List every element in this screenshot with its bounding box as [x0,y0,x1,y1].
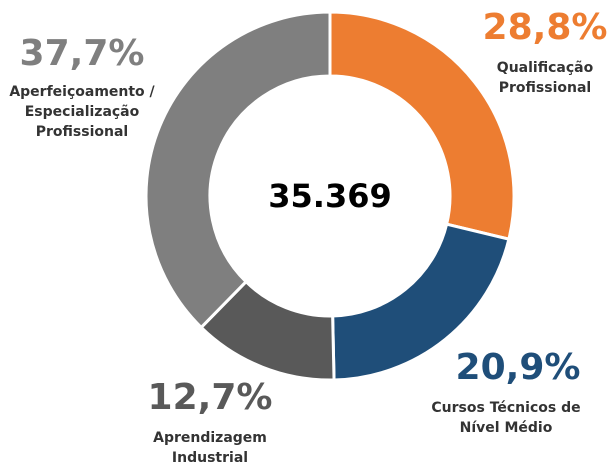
category-label: Aperfeiçoamento / Especialização Profiss… [9,84,155,140]
category-label: Aprendizagem Industrial [153,430,267,466]
value-label: 20,9% [455,347,581,388]
donut-slice [328,10,516,242]
center-label: 35.369 [268,177,392,215]
value-label: 37,7% [19,33,145,74]
value-label: 28,8% [482,7,608,48]
donut-slice [144,10,332,330]
category-label: Cursos Técnicos de Nível Médio [431,400,581,436]
value-label: 12,7% [147,377,273,418]
category-label: Qualificação Profissional [496,60,594,96]
